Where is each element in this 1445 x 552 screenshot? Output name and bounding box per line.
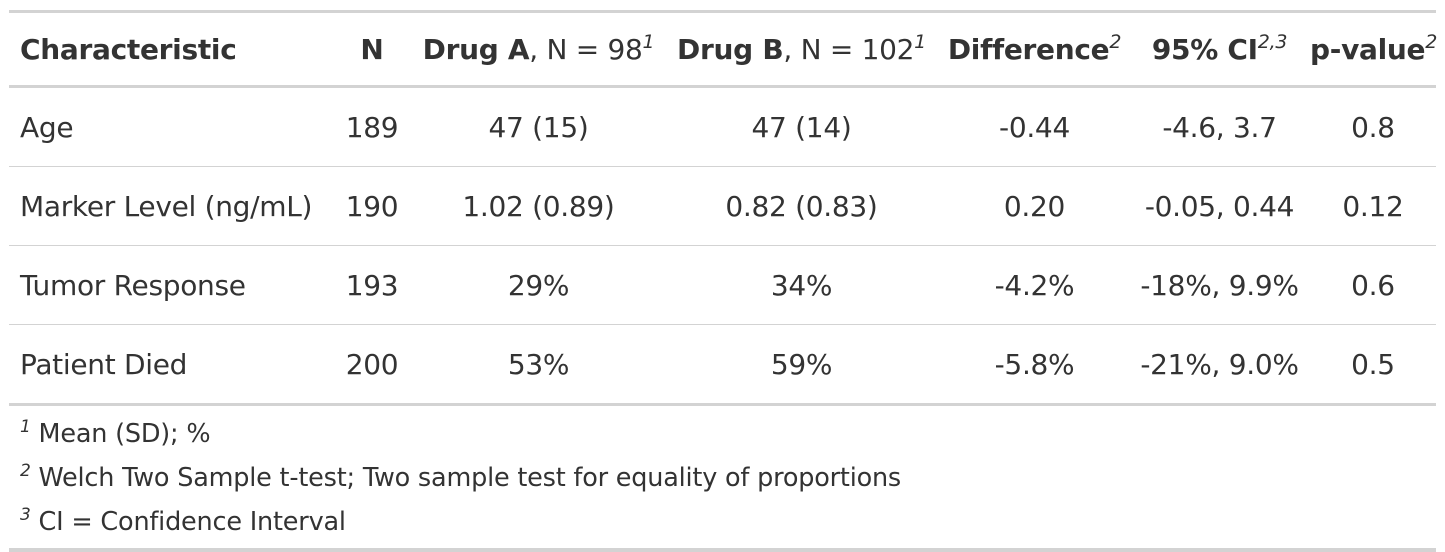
footnote: 1 Mean (SD); % bbox=[20, 412, 1436, 456]
footnote-text: Mean (SD); % bbox=[38, 419, 211, 449]
table-row: Age 189 47 (15) 47 (14) -0.44 -4.6, 3.7 … bbox=[9, 87, 1436, 167]
footnote-mark: 3 bbox=[20, 505, 31, 525]
cell-n: 190 bbox=[345, 189, 399, 223]
cell-ci: -4.6, 3.7 bbox=[1162, 110, 1277, 144]
table-footnotes: 1 Mean (SD); % 2 Welch Two Sample t-test… bbox=[9, 406, 1436, 552]
cell-n: 189 bbox=[345, 110, 399, 144]
cell-ci: -21%, 9.0% bbox=[1140, 347, 1299, 381]
header-drug-a-n: , N = 98 bbox=[529, 32, 643, 66]
summary-table-container: Characteristic N Drug A, N = 981 Drug B,… bbox=[9, 10, 1438, 552]
header-ci-label: 95% CI bbox=[1151, 32, 1258, 66]
footnote: 3 CI = Confidence Interval bbox=[20, 500, 1436, 544]
table-header: Characteristic N Drug A, N = 981 Drug B,… bbox=[9, 11, 1438, 87]
table-body: Age 189 47 (15) 47 (14) -0.44 -4.6, 3.7 … bbox=[9, 87, 1436, 405]
header-n: N bbox=[360, 32, 384, 66]
footnote: 2 Welch Two Sample t-test; Two sample te… bbox=[20, 456, 1436, 500]
cell-pvalue: 0.6 bbox=[1351, 268, 1395, 302]
footnote-text: CI = Confidence Interval bbox=[38, 507, 346, 537]
header-pvalue: p-value2 bbox=[1299, 12, 1438, 87]
summary-table: Characteristic N Drug A, N = 981 Drug B,… bbox=[9, 10, 1438, 406]
header-ci: 95% CI2,3 bbox=[1129, 12, 1299, 87]
cell-characteristic: Patient Died bbox=[20, 347, 188, 381]
cell-drug-a: 1.02 (0.89) bbox=[462, 189, 615, 223]
cell-n: 193 bbox=[345, 268, 399, 302]
cell-drug-a: 29% bbox=[507, 268, 570, 302]
cell-characteristic: Tumor Response bbox=[20, 268, 246, 302]
cell-difference: -4.2% bbox=[994, 268, 1075, 302]
header-ci-footnote-mark: 2,3 bbox=[1257, 30, 1288, 53]
header-pvalue-label: p-value bbox=[1310, 32, 1426, 66]
cell-drug-b: 34% bbox=[770, 268, 833, 302]
cell-characteristic: Age bbox=[20, 110, 74, 144]
footnote-mark: 1 bbox=[20, 417, 31, 437]
cell-difference: -0.44 bbox=[999, 110, 1070, 144]
cell-difference: -5.8% bbox=[994, 347, 1075, 381]
header-pvalue-footnote-mark: 2 bbox=[1425, 30, 1438, 53]
header-difference: Difference2 bbox=[929, 12, 1129, 87]
header-drug-b-footnote-mark: 1 bbox=[914, 30, 926, 53]
cell-pvalue: 0.8 bbox=[1351, 110, 1395, 144]
table-row: Marker Level (ng/mL) 190 1.02 (0.89) 0.8… bbox=[9, 166, 1436, 246]
cell-drug-b: 59% bbox=[770, 347, 833, 381]
cell-drug-b: 47 (14) bbox=[751, 110, 852, 144]
cell-n: 200 bbox=[345, 347, 399, 381]
cell-ci: -18%, 9.9% bbox=[1140, 268, 1299, 302]
header-difference-footnote-mark: 2 bbox=[1109, 30, 1122, 53]
header-difference-label: Difference bbox=[947, 32, 1110, 66]
header-characteristic: Characteristic bbox=[20, 32, 237, 66]
header-drug-a-name: Drug A bbox=[422, 32, 530, 66]
cell-ci: -0.05, 0.44 bbox=[1144, 189, 1295, 223]
header-drug-a: Drug A, N = 981 bbox=[403, 12, 663, 87]
cell-drug-b: 0.82 (0.83) bbox=[725, 189, 878, 223]
cell-pvalue: 0.5 bbox=[1351, 347, 1395, 381]
cell-drug-a: 53% bbox=[507, 347, 570, 381]
footnote-mark: 2 bbox=[20, 461, 31, 481]
cell-pvalue: 0.12 bbox=[1342, 189, 1404, 223]
header-drug-b-n: , N = 102 bbox=[783, 32, 915, 66]
table-row: Patient Died 200 53% 59% -5.8% -21%, 9.0… bbox=[9, 324, 1436, 405]
cell-characteristic: Marker Level (ng/mL) bbox=[20, 189, 313, 223]
table-row: Tumor Response 193 29% 34% -4.2% -18%, 9… bbox=[9, 245, 1436, 325]
header-row: Characteristic N Drug A, N = 981 Drug B,… bbox=[9, 11, 1438, 87]
header-drug-a-footnote-mark: 1 bbox=[642, 30, 655, 53]
cell-drug-a: 47 (15) bbox=[488, 110, 589, 144]
header-drug-b: Drug B, N = 1021 bbox=[663, 12, 929, 87]
header-drug-b-name: Drug B bbox=[677, 32, 784, 66]
footnote-text: Welch Two Sample t-test; Two sample test… bbox=[38, 463, 902, 493]
cell-difference: 0.20 bbox=[1003, 189, 1066, 223]
